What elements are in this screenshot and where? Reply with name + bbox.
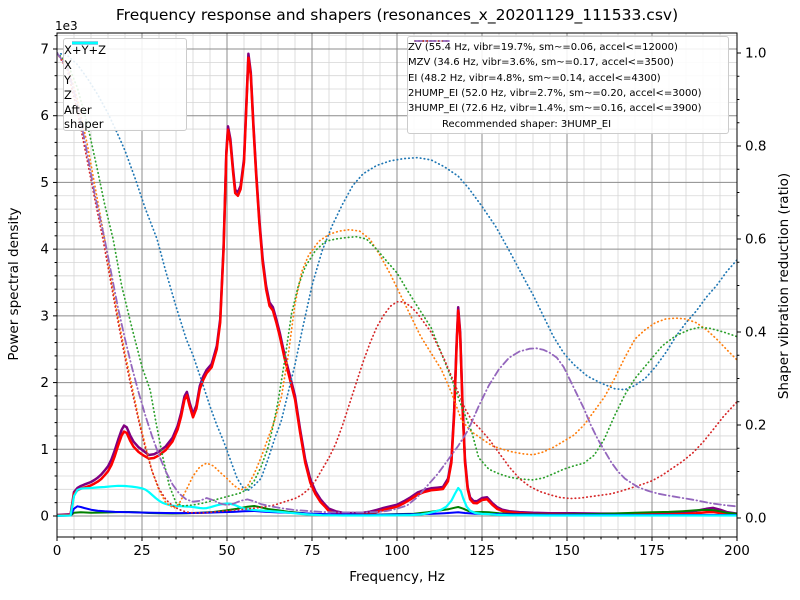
svg-text:2: 2 — [40, 375, 49, 391]
tick-marks — [53, 35, 741, 541]
svg-text:1.0: 1.0 — [745, 46, 766, 62]
legend-item-zv: ZV (55.4 Hz, vibr=19.7%, sm~=0.06, accel… — [408, 40, 728, 55]
legend-item-x: X — [64, 41, 186, 73]
svg-text:75: 75 — [303, 543, 320, 559]
svg-text:100: 100 — [384, 543, 410, 559]
svg-text:0.8: 0.8 — [745, 139, 766, 155]
legend-line-sample — [414, 40, 450, 42]
curve-ei — [57, 52, 737, 507]
y-axis-offset-label: 1e3 — [55, 19, 78, 33]
svg-text:3: 3 — [40, 308, 49, 324]
legend-item-ei: EI (48.2 Hz, vibr=4.8%, sm~=0.14, accel<… — [408, 40, 728, 86]
svg-text:175: 175 — [639, 543, 665, 559]
legend-item-mzv: MZV (34.6 Hz, vibr=3.6%, sm~=0.17, accel… — [408, 40, 728, 70]
curve-after-shaper — [57, 484, 737, 517]
svg-text:0.2: 0.2 — [745, 418, 766, 434]
legend-label: Z — [64, 87, 72, 102]
legend-item-2hump-ei: 2HUMP_EI (52.0 Hz, vibr=2.7%, sm~=0.20, … — [408, 40, 728, 101]
legend-item-z: Z — [64, 41, 186, 103]
svg-text:0.6: 0.6 — [745, 232, 766, 248]
svg-text:6: 6 — [40, 108, 49, 124]
svg-text:4: 4 — [40, 242, 49, 258]
legend-label: 2HUMP_EI (52.0 Hz, vibr=2.7%, sm~=0.20, … — [408, 88, 702, 100]
y-axis-label-left: Power spectral density — [6, 207, 22, 361]
tick-labels: 0 25 50 75 100 125 150 175 200 0 1 2 3 4 5 6 7 0.0 0.2 0.4 0… — [40, 42, 766, 560]
legend-label: MZV (34.6 Hz, vibr=3.6%, sm~=0.17, accel… — [408, 57, 674, 69]
legend-label: 3HUMP_EI (72.6 Hz, vibr=1.4%, sm~=0.16, … — [408, 103, 702, 115]
svg-text:25: 25 — [133, 543, 150, 559]
legend-shapers: ZV (55.4 Hz, vibr=19.7%, sm~=0.06, accel… — [407, 36, 729, 134]
legend-label: ZV (55.4 Hz, vibr=19.7%, sm~=0.06, accel… — [408, 42, 678, 54]
legend-item-3hump-ei: 3HUMP_EI (72.6 Hz, vibr=1.4%, sm~=0.16, … — [408, 40, 728, 116]
legend-psd: X+Y+Z X Y Z After shaper — [63, 38, 187, 131]
legend-item-y: Y — [64, 41, 186, 88]
curve-3hump-ei — [57, 52, 737, 514]
series-curves — [57, 52, 737, 517]
svg-text:7: 7 — [40, 42, 49, 58]
svg-text:150: 150 — [554, 543, 580, 559]
recommended-shaper-note: Recommended shaper: 3HUMP_EI — [442, 118, 612, 130]
svg-text:5: 5 — [40, 175, 49, 191]
svg-text:125: 125 — [469, 543, 495, 559]
chart-title: Frequency response and shapers (resonanc… — [115, 6, 679, 24]
legend-line-sample — [72, 41, 98, 45]
legend-label: X+Y+Z — [64, 42, 107, 57]
svg-text:50: 50 — [218, 543, 235, 559]
y-axis-label-right: Shaper vibration reduction (ratio) — [776, 172, 792, 400]
legend-label: Y — [64, 72, 72, 87]
legend-item-after-shaper: After shaper — [64, 41, 186, 132]
svg-text:0: 0 — [40, 509, 49, 525]
svg-text:0.4: 0.4 — [745, 325, 766, 341]
legend-label: EI (48.2 Hz, vibr=4.8%, sm~=0.14, accel<… — [408, 72, 661, 84]
curve-mzv — [57, 52, 737, 509]
svg-text:200: 200 — [724, 543, 750, 559]
curve-zv — [57, 52, 737, 492]
x-axis-label: Frequency, Hz — [349, 569, 445, 585]
svg-text:1: 1 — [40, 442, 49, 458]
legend-label: X — [64, 57, 72, 72]
svg-text:0.0: 0.0 — [745, 511, 766, 527]
curve-x — [57, 56, 737, 517]
svg-text:0: 0 — [53, 543, 62, 559]
curve-2hump-ei — [57, 52, 737, 514]
legend-label: After shaper — [64, 103, 104, 131]
